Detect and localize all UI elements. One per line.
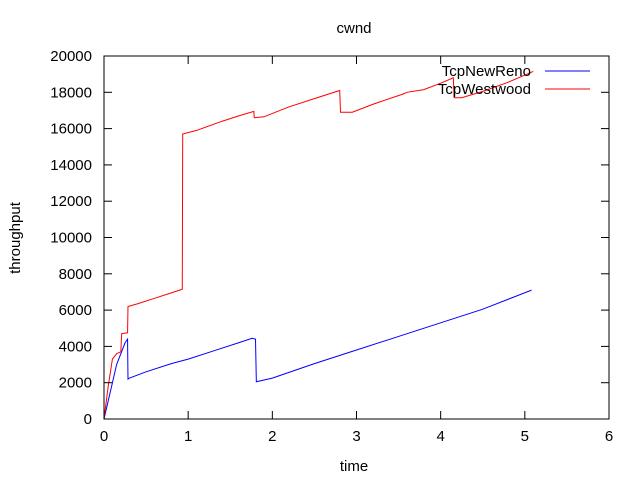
- y-tick-label: 12000: [50, 193, 92, 210]
- y-tick-label: 16000: [50, 121, 92, 138]
- x-tick-label: 0: [100, 428, 108, 445]
- x-axis-label: time: [340, 458, 368, 475]
- y-tick-label: 8000: [59, 266, 92, 283]
- x-tick-label: 1: [184, 428, 192, 445]
- y-tick-label: 4000: [59, 338, 92, 355]
- y-tick-label: 20000: [50, 48, 92, 65]
- y-tick-label: 14000: [50, 157, 92, 174]
- y-tick-label: 18000: [50, 84, 92, 101]
- series-line-tcpwestwood: [103, 70, 534, 420]
- series-layer: [103, 70, 534, 420]
- y-axis-label: throughput: [7, 201, 24, 274]
- x-tick-label: 3: [352, 428, 360, 445]
- y-tick-label: 10000: [50, 230, 92, 247]
- series-line-tcpnewreno: [103, 289, 532, 420]
- x-tick-label: 2: [268, 428, 276, 445]
- legend-label-tcpwestwood: TcpWestwood: [438, 81, 531, 98]
- axis-layer: 0 1 2 3 4 5 6 0 2000 4000 6000 8000 10000 12000 14000 1…: [50, 48, 613, 445]
- y-tick-label: 2000: [59, 375, 92, 392]
- x-tick-label: 5: [521, 428, 529, 445]
- chart-title: cwnd: [336, 20, 371, 37]
- x-tick-label: 4: [436, 428, 444, 445]
- y-tick-label: 0: [84, 411, 92, 428]
- y-tick-label: 6000: [59, 302, 92, 319]
- x-tick-label: 6: [605, 428, 613, 445]
- legend-label-tcpnewreno: TcpNewReno: [442, 63, 531, 80]
